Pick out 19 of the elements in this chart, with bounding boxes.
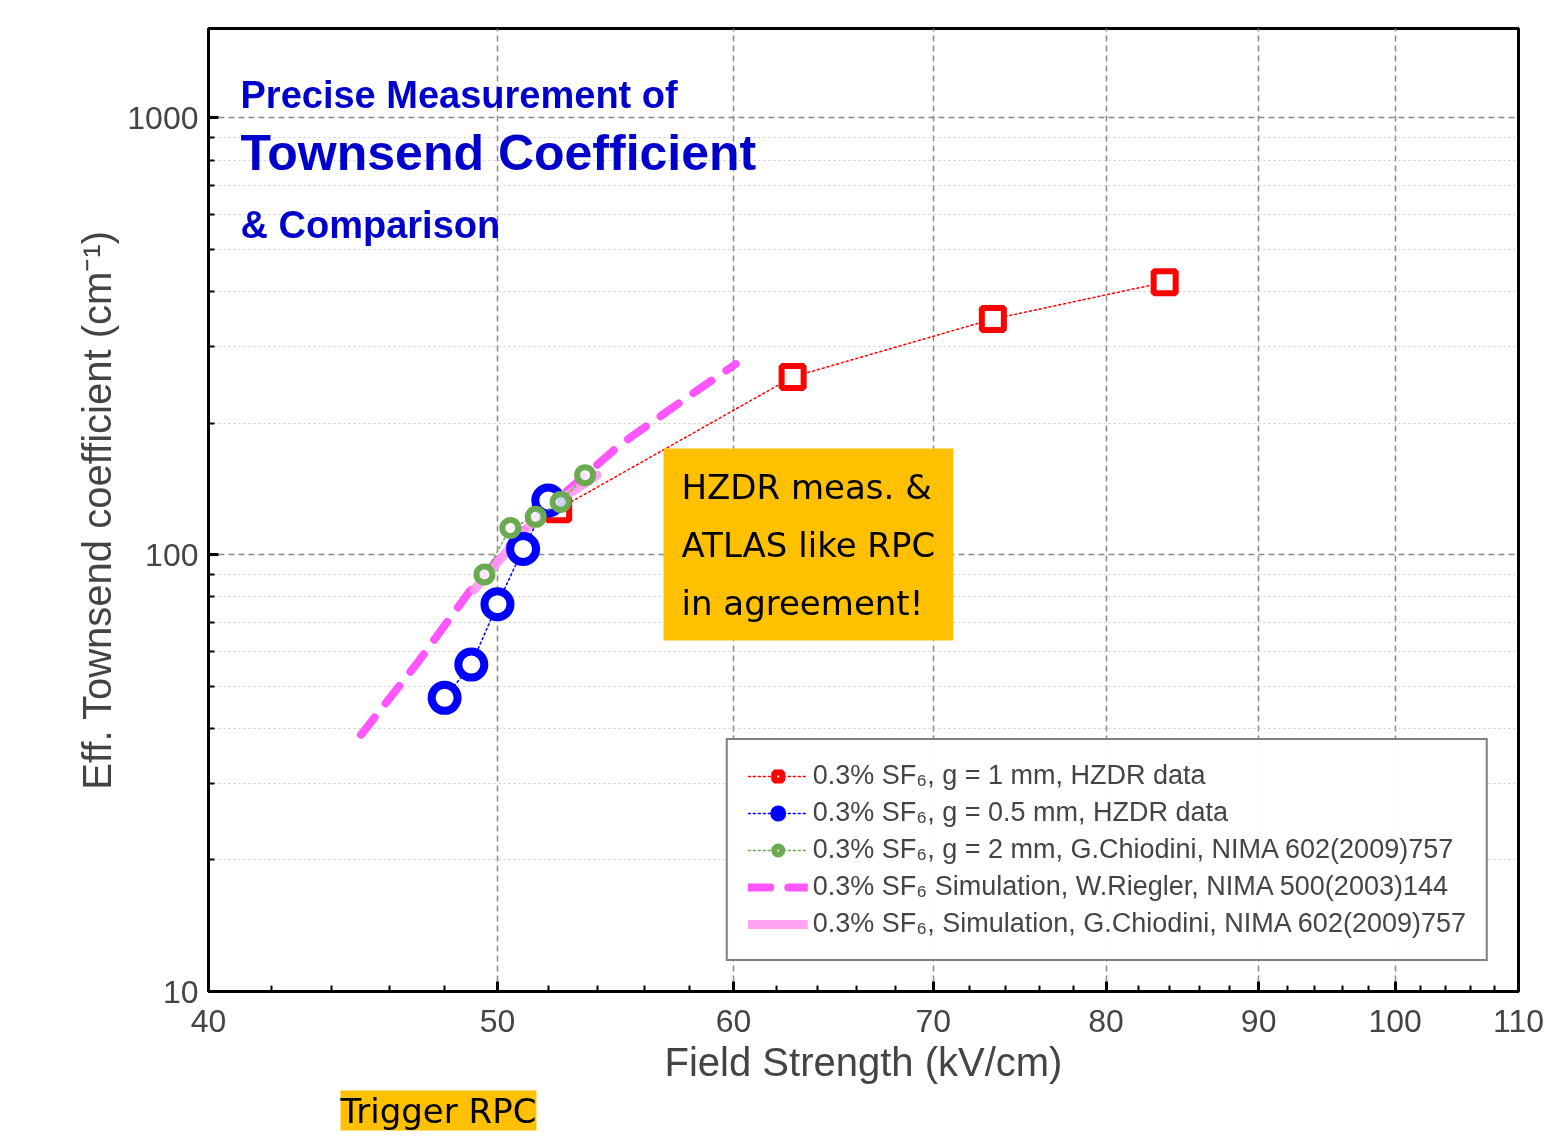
annotation: HZDR meas. & ATLAS like RPC in agreement! [681, 466, 936, 623]
y-tick-label: 100 [145, 536, 199, 573]
x-tick-label: 60 [715, 1002, 752, 1039]
legend-label: 0.3% SF₆, g = 0.5 mm, HZDR data [812, 797, 1229, 828]
x-tick-label: 110 [1492, 1002, 1545, 1039]
x-tick-label: 100 [1368, 1002, 1422, 1039]
text: Precise Measurement of Townsend Coefficient & Comparison [240, 73, 757, 246]
y-axis-title: Eff. Townsend coefficient (cm⁻¹) [75, 231, 120, 790]
x-axis-title: Field Strength (kV/cm) [664, 1039, 1063, 1084]
x-tick-label: 90 [1240, 1002, 1277, 1039]
x-tick-label: 80 [1088, 1002, 1124, 1039]
legend-label: 0.3% SF₆, Simulation, G.Chiodini, NIMA 602(2009)757 [812, 908, 1466, 939]
legend-label: 0.3% SF₆, g = 2 mm, G.Chiodini, NIMA 602(2009)757 [812, 834, 1454, 865]
legend-label: 0.3% SF₆, g = 1 mm, HZDR data [812, 760, 1206, 791]
legend-label: 0.3% SF₆ Simulation, W.Riegler, NIMA 500(2003)144 [812, 871, 1448, 902]
x-tick-label: 50 [479, 1002, 516, 1039]
x-tick-label: 70 [915, 1002, 951, 1039]
y-tick-label: 1000 [127, 99, 199, 136]
text: Trigger RPC [339, 1090, 537, 1131]
